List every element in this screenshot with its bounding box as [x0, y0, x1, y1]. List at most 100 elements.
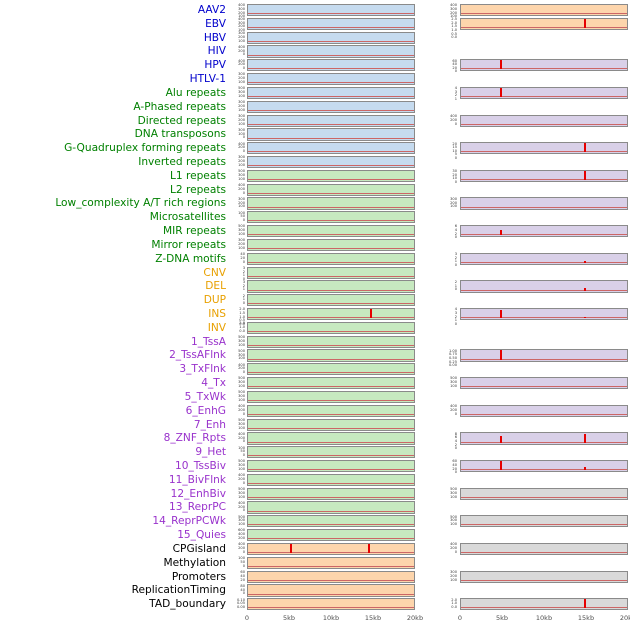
y-tick-label: 1.5 — [451, 24, 457, 29]
right-track-yaxis: 20 15 10 5 0 — [436, 142, 457, 160]
right-track — [460, 459, 628, 473]
right-track — [460, 487, 628, 500]
left-track-yaxis: 0.10 0.05 0.00 — [229, 598, 245, 610]
row-label-ins: INS — [208, 307, 226, 320]
y-tick-label: 300 — [238, 394, 245, 399]
y-tick-label: 100 — [238, 445, 245, 450]
y-tick-label: 3 — [242, 279, 245, 284]
signal-baseline — [461, 441, 627, 443]
y-tick-label: 5 — [454, 152, 457, 157]
signal-spike — [369, 308, 372, 319]
left-track — [247, 31, 415, 44]
y-tick-label: 400 — [450, 113, 457, 118]
y-tick-label: 0 — [242, 135, 245, 140]
y-tick-label: 40 — [240, 573, 245, 578]
signal-spike — [500, 310, 503, 319]
y-tick-label: 300 — [238, 228, 245, 233]
signal-baseline — [248, 234, 414, 236]
left-track-yaxis: 400 200 0 — [229, 543, 245, 554]
right-track-yaxis: 500 300 100 — [436, 487, 457, 499]
right-track — [460, 570, 628, 583]
y-tick-label: 50 — [240, 559, 245, 564]
left-track — [247, 142, 415, 155]
y-tick-label: 500 — [450, 514, 457, 519]
y-tick-label: 2 — [454, 442, 457, 447]
y-tick-label: 100 — [238, 425, 245, 430]
y-tick-label: 200 — [238, 24, 245, 29]
row-label-mirror-repeats: Mirror repeats — [151, 238, 226, 251]
signal-baseline — [461, 552, 627, 554]
y-tick-label: 100 — [238, 14, 245, 19]
y-tick-label: 200 — [238, 145, 245, 150]
signal-spike — [584, 434, 587, 443]
y-tick-label: 100 — [238, 121, 245, 126]
y-tick-label: 100 — [238, 494, 245, 499]
row-label-11-bivflnk: 11_BivFlnk — [168, 473, 226, 486]
left-track — [247, 114, 415, 127]
y-tick-label: 0 — [242, 301, 245, 306]
right-track-yaxis: 500 300 100 — [436, 377, 457, 388]
left-track-yaxis: 400 300 200 100 — [229, 18, 245, 32]
right-track — [460, 307, 628, 321]
signal-baseline — [248, 400, 414, 402]
left-track — [247, 473, 415, 486]
y-tick-label: 0.50 — [448, 356, 457, 361]
y-tick-label: 0.0 — [451, 35, 457, 40]
y-tick-label: 300 — [238, 72, 245, 77]
left-track — [247, 4, 415, 17]
row-label-microsatellites: Microsatellites — [149, 211, 226, 224]
signal-baseline — [461, 27, 627, 28]
y-tick-label: 200 — [450, 573, 457, 578]
row-label-alu-repeats: Alu repeats — [165, 86, 226, 99]
y-tick-label: 400 — [238, 3, 245, 8]
left-track — [247, 598, 415, 611]
right-track-yaxis: 400 200 0 — [436, 404, 457, 416]
row-label-g-quadruplex-forming-repeats: G-Quadruplex forming repeats — [64, 142, 226, 155]
y-tick-label: 40 — [240, 252, 245, 257]
y-tick-label: 300 — [450, 569, 457, 574]
row-label-13-reprpc: 13_ReprPC — [168, 501, 226, 514]
y-tick-label: 20 — [452, 65, 457, 70]
y-tick-label: 1 — [454, 283, 457, 288]
row-label-inv: INV — [207, 321, 226, 334]
left-track — [247, 390, 415, 404]
signal-baseline — [248, 109, 414, 111]
y-tick-label: 100 — [238, 107, 245, 112]
row-label-aav2: AAV2 — [197, 4, 226, 16]
y-tick-label: 0 — [454, 235, 457, 240]
y-tick-label: 300 — [450, 490, 457, 495]
left-track — [247, 459, 415, 473]
signal-spike — [584, 143, 587, 153]
x-axis-label: 10kb — [322, 614, 340, 622]
right-track-yaxis: 400 300 200 100 — [436, 4, 457, 18]
y-tick-label: 100 — [238, 466, 245, 471]
left-track — [247, 155, 415, 169]
y-tick-label: 60 — [240, 569, 245, 574]
y-tick-label: 100 — [450, 522, 457, 527]
y-tick-label: 200 — [238, 103, 245, 108]
y-tick-label: 300 — [238, 31, 245, 36]
y-tick-label: 200 — [450, 117, 457, 122]
left-track — [247, 321, 415, 334]
y-tick-label: 50 — [240, 214, 245, 219]
y-tick-label: 0 — [454, 262, 457, 267]
row-label-htlv-1: HTLV-1 — [189, 73, 226, 86]
x-axis-label: 0 — [457, 614, 463, 622]
signal-baseline — [248, 27, 414, 28]
left-track — [247, 418, 415, 431]
left-track-yaxis: 100 50 0 — [229, 556, 245, 568]
y-tick-label: 200 — [238, 366, 245, 371]
left-track-yaxis: 400 200 0 — [229, 501, 245, 513]
signal-baseline — [461, 68, 627, 70]
y-tick-label: 200 — [450, 546, 457, 551]
row-label-mir-repeats: MIR repeats — [162, 225, 226, 238]
y-tick-label: 3 — [454, 252, 457, 257]
y-tick-label: 0 — [454, 179, 457, 184]
y-tick-label: 0 — [242, 411, 245, 416]
x-axis-label: 5kb — [282, 614, 296, 622]
y-tick-label: 400 — [238, 431, 245, 436]
y-tick-label: 2.5 — [451, 17, 457, 22]
y-tick-label: 100 — [238, 38, 245, 43]
